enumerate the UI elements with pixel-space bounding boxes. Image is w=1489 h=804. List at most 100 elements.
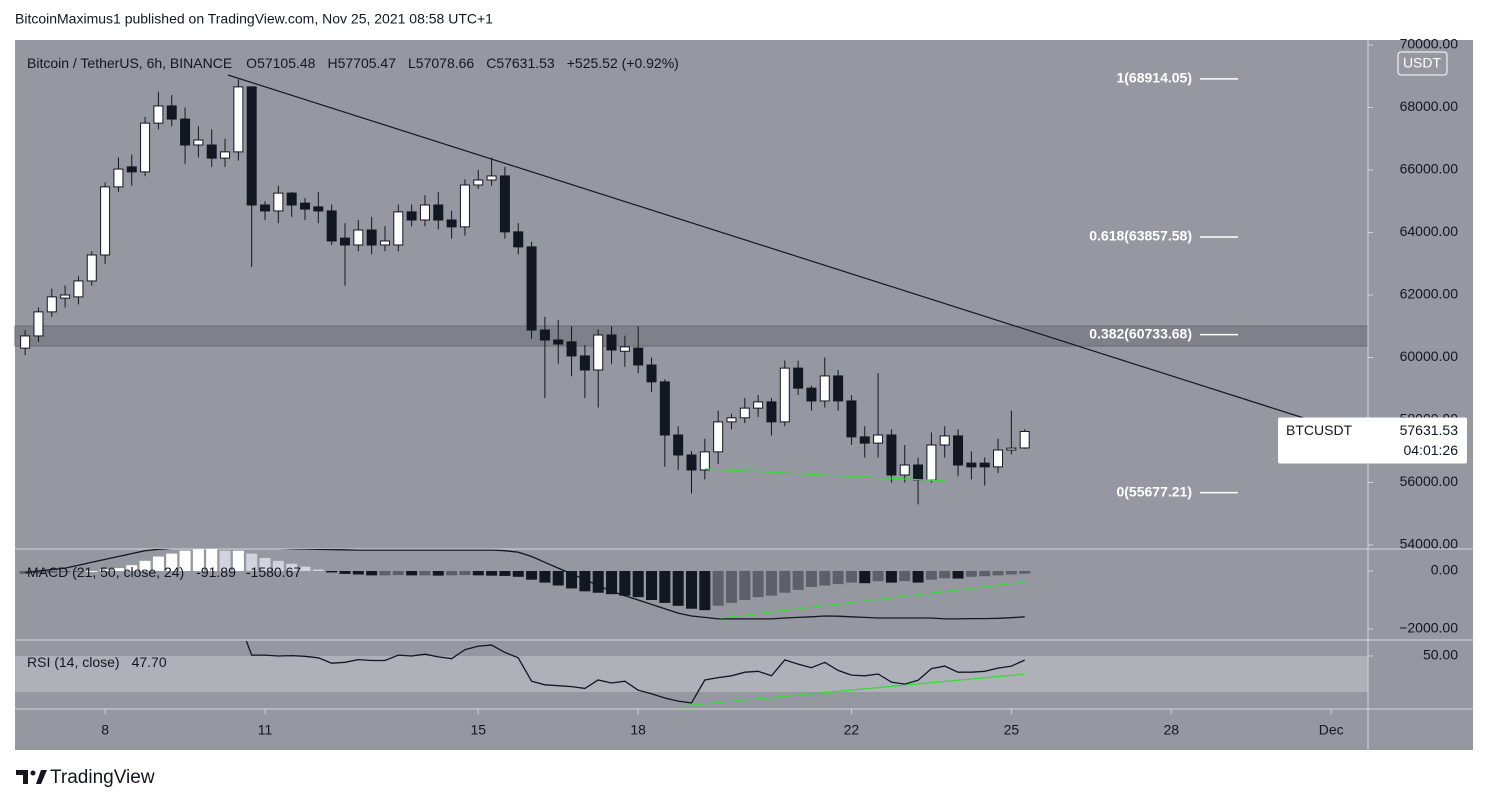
macd-histogram-bar — [979, 571, 991, 577]
fib-label: 0.382(60733.68) — [1089, 325, 1192, 341]
macd-histogram-bar — [59, 571, 71, 573]
ohlc-value: 57631.53 — [496, 55, 555, 71]
candle-body — [246, 86, 257, 206]
macd-line — [25, 549, 1025, 620]
candle-body — [419, 204, 430, 221]
candle-body — [20, 335, 31, 349]
rsi-name: RSI (14, close) — [27, 654, 120, 670]
macd-histogram-bar — [126, 565, 138, 572]
macd-histogram-bar — [952, 571, 964, 579]
candle-body — [966, 462, 977, 468]
macd-histogram-bar — [579, 571, 591, 592]
macd-histogram-bar — [326, 571, 338, 573]
macd-histogram-bar — [632, 571, 644, 598]
candle-body — [446, 219, 457, 228]
candle-body — [646, 364, 657, 383]
macd-histogram-bar — [925, 571, 937, 580]
candle-body — [513, 231, 524, 248]
macd-histogram-bar — [872, 571, 884, 582]
macd-histogram-bar — [472, 571, 484, 576]
candle-body — [579, 355, 590, 371]
macd-histogram-bar — [392, 571, 404, 576]
rsi-value: 47.70 — [132, 654, 167, 670]
candle-body — [113, 168, 124, 188]
price-tag-symbol: BTCUSDT — [1286, 422, 1353, 438]
macd-name: MACD (21, 50, close, 24) — [27, 564, 184, 580]
macd-histogram-bar — [312, 569, 324, 572]
candle-body — [526, 246, 537, 331]
candle-body — [86, 254, 97, 282]
macd-histogram-bar — [819, 571, 831, 586]
candle-body — [819, 375, 830, 402]
y-tick-label: 54000.00 — [1400, 536, 1459, 552]
macd-histogram-bar — [805, 571, 817, 587]
candle-body — [633, 347, 644, 366]
macd-histogram-bar — [526, 571, 538, 580]
candle-body — [273, 192, 284, 212]
macd-histogram-bar — [899, 571, 911, 582]
rsi-line — [245, 641, 1025, 704]
tradingview-logo: TradingView — [16, 767, 155, 788]
candle-body — [793, 367, 804, 389]
macd-histogram-bar — [406, 571, 418, 576]
macd-histogram-bar — [286, 563, 298, 572]
price-tag-countdown: 04:01:26 — [1404, 442, 1459, 458]
x-tick-label: Dec — [1319, 722, 1344, 738]
candle-body — [713, 421, 724, 453]
ohlc-letter: L — [408, 55, 416, 71]
ohlc-letter: H — [327, 55, 337, 71]
macd-histogram-bar — [112, 568, 124, 572]
macd-histogram-bar — [859, 571, 871, 584]
candle-body — [459, 184, 470, 228]
candle-body — [833, 375, 844, 402]
candle-body — [913, 464, 924, 481]
macd-histogram-bar — [659, 571, 671, 603]
divergence-line — [679, 673, 1026, 707]
candle-body — [206, 144, 217, 159]
macd-histogram-bar — [139, 560, 151, 572]
macd-histogram-bar — [512, 571, 524, 577]
candle-body — [699, 451, 710, 471]
candle-body — [726, 417, 737, 423]
trendline — [227, 74, 1311, 421]
macd-histogram-bar — [792, 571, 804, 590]
macd-histogram-bar — [912, 571, 924, 583]
candle-body — [739, 407, 750, 419]
candle-body — [326, 210, 337, 242]
ohlc-value: 57705.47 — [338, 55, 397, 71]
candle-body — [140, 122, 151, 173]
macd-histogram-bar — [166, 553, 178, 572]
macd-histogram-bar — [885, 571, 897, 583]
candle-body — [339, 237, 350, 246]
macd-histogram-bar — [992, 571, 1004, 576]
macd-histogram-bar — [259, 557, 271, 572]
macd-histogram-bar — [752, 571, 764, 598]
candle-body — [886, 434, 897, 476]
macd-histogram-bar — [486, 571, 498, 576]
macd-histogram-bar — [592, 571, 604, 593]
macd-histogram-bar — [99, 569, 111, 572]
logo-mark — [16, 770, 28, 784]
x-tick-label: 22 — [844, 722, 860, 738]
macd-histogram-bar — [299, 566, 311, 572]
candle-body — [313, 206, 324, 212]
macd-histogram-bar — [86, 571, 98, 573]
macd-histogram-bar — [206, 549, 218, 572]
ohlc-letter: O — [246, 55, 257, 71]
x-tick-label: 28 — [1163, 722, 1179, 738]
macd-histogram-bar — [219, 550, 231, 572]
macd-histogram-bar — [606, 571, 618, 595]
candle-body — [73, 280, 84, 298]
macd-histogram-bar — [192, 549, 204, 572]
symbol-title: Bitcoin / TetherUS, 6h, BINANCE — [27, 55, 232, 71]
candle-body — [899, 464, 910, 476]
candle-body — [100, 186, 111, 256]
candle-body — [673, 434, 684, 456]
candle-body — [553, 339, 564, 345]
candle-body — [846, 400, 857, 438]
macd-histogram-bar — [1019, 571, 1031, 574]
y-tick-label: 68000.00 — [1400, 98, 1459, 114]
macd-histogram-bar — [72, 571, 84, 573]
fib-label: 1(68914.05) — [1116, 70, 1192, 86]
